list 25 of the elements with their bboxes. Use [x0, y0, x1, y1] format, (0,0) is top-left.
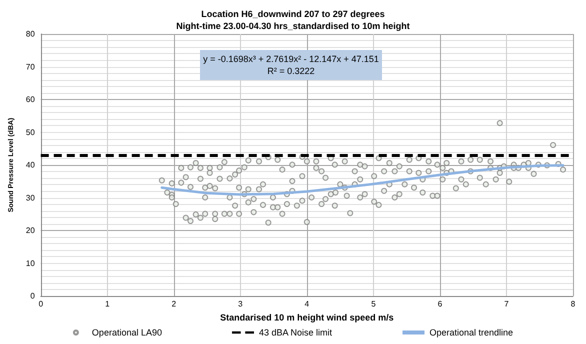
x-tick-label: 6 [438, 300, 443, 308]
y-tick-label: 80 [26, 30, 36, 38]
y-tick-label: 10 [26, 258, 36, 268]
legend-label: Operational LA90 [92, 328, 162, 338]
y-tick-label: 50 [26, 128, 36, 137]
y-tick-label: 20 [26, 226, 36, 235]
annotation: y = -0.1698x³ + 2.7619x² - 12.147x + 47.151 [203, 54, 379, 64]
x-tick-label: 1 [105, 300, 110, 308]
x-tick-label: 4 [304, 300, 310, 308]
x-tick-label: 8 [570, 300, 576, 308]
y-tick-label: 70 [26, 62, 36, 72]
x-tick-label: 2 [172, 300, 177, 308]
x-tick-label: 0 [38, 300, 44, 308]
annotation: R² = 0.3222 [267, 66, 315, 76]
y-tick-label: 30 [26, 193, 36, 202]
x-axis-title: Standarised 10 m height wind speed m/s [220, 312, 394, 322]
x-tick-label: 5 [371, 300, 376, 308]
legend-label: Operational trendline [430, 328, 514, 338]
x-tick-label: 7 [504, 300, 510, 308]
y-tick-label: 40 [26, 160, 36, 170]
y-tick-label: 0 [30, 292, 36, 300]
chart-title: Location H6_downwind 207 to 297 degrees Night-time 23.00-04.30 hrs_standardised to 10m height [176, 9, 410, 31]
legend-label: 43 dBA Noise limit [258, 328, 333, 338]
x-tick-label: 3 [238, 300, 244, 308]
y-tick-label: 60 [26, 95, 36, 104]
